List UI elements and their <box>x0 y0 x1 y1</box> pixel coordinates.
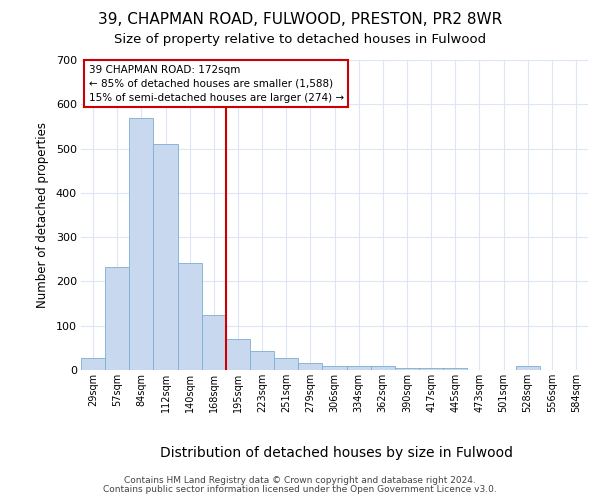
Text: 39 CHAPMAN ROAD: 172sqm
← 85% of detached houses are smaller (1,588)
15% of semi: 39 CHAPMAN ROAD: 172sqm ← 85% of detache… <box>89 64 344 102</box>
Text: 39, CHAPMAN ROAD, FULWOOD, PRESTON, PR2 8WR: 39, CHAPMAN ROAD, FULWOOD, PRESTON, PR2 … <box>98 12 502 28</box>
Bar <box>322 366 347 370</box>
Bar <box>105 268 129 370</box>
Bar <box>347 366 371 370</box>
Bar <box>226 339 250 370</box>
Bar <box>274 358 298 370</box>
Bar <box>154 144 178 370</box>
Y-axis label: Number of detached properties: Number of detached properties <box>36 122 49 308</box>
Bar <box>371 366 395 370</box>
Bar <box>129 118 154 370</box>
Bar <box>298 364 322 370</box>
Text: Size of property relative to detached houses in Fulwood: Size of property relative to detached ho… <box>114 32 486 46</box>
Text: Distribution of detached houses by size in Fulwood: Distribution of detached houses by size … <box>160 446 512 460</box>
Text: Contains HM Land Registry data © Crown copyright and database right 2024.: Contains HM Land Registry data © Crown c… <box>124 476 476 485</box>
Bar <box>250 352 274 370</box>
Text: Contains public sector information licensed under the Open Government Licence v3: Contains public sector information licen… <box>103 484 497 494</box>
Bar <box>419 368 443 370</box>
Bar <box>81 358 105 370</box>
Bar <box>443 368 467 370</box>
Bar <box>202 314 226 370</box>
Bar <box>178 263 202 370</box>
Bar <box>395 368 419 370</box>
Bar <box>515 366 540 370</box>
